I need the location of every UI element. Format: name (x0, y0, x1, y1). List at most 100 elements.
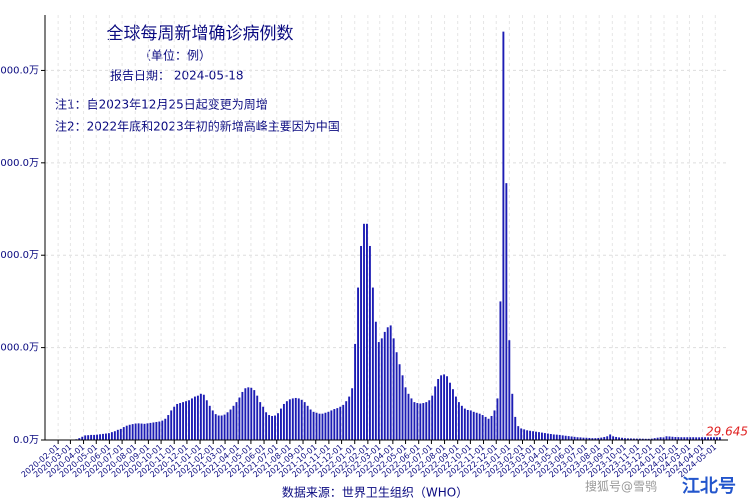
bar (449, 382, 451, 440)
bar (102, 433, 104, 440)
bar (125, 425, 128, 440)
bar (119, 428, 122, 440)
bar (262, 406, 265, 440)
bar (229, 409, 232, 440)
bar (650, 438, 653, 440)
bar (244, 388, 247, 440)
bar (191, 398, 193, 440)
bar (366, 223, 368, 440)
bar (84, 435, 87, 440)
bar (606, 436, 609, 440)
bar (549, 433, 552, 440)
bar (386, 327, 389, 440)
bar (167, 415, 170, 440)
watermark: 江北号 (682, 476, 736, 497)
bar (668, 436, 671, 440)
bar (182, 402, 185, 440)
bar (496, 398, 499, 440)
bar (318, 413, 321, 440)
bar (113, 431, 116, 440)
bar (93, 434, 96, 440)
bar (360, 245, 362, 440)
bar (422, 403, 425, 440)
bar (351, 388, 354, 440)
bar (155, 421, 158, 440)
bar (629, 438, 632, 440)
bar (600, 437, 603, 440)
bar (615, 436, 618, 440)
bar (205, 400, 208, 440)
bar (641, 438, 644, 440)
bar (434, 386, 437, 440)
bar (389, 325, 392, 440)
bar (460, 405, 463, 440)
subtitle: （单位：例） (139, 48, 211, 63)
bar (339, 406, 342, 440)
bar (704, 437, 707, 440)
bar (324, 412, 327, 440)
bar (336, 408, 339, 440)
bar (656, 437, 659, 440)
bar (196, 395, 199, 440)
bar (570, 436, 573, 440)
y-tick-label: 2000.0万 (0, 250, 39, 261)
bar (677, 437, 680, 440)
bar (692, 437, 695, 440)
bar (259, 402, 262, 440)
bar (707, 437, 709, 440)
bar (567, 436, 570, 440)
bar (321, 413, 324, 440)
bar (217, 415, 220, 440)
bar (268, 415, 271, 440)
bar (158, 421, 161, 440)
bar (398, 364, 401, 440)
bar (671, 436, 674, 440)
bar (199, 393, 202, 440)
bar (232, 405, 235, 440)
bar (469, 410, 472, 440)
bar (695, 437, 698, 440)
bar (277, 413, 279, 440)
bar (110, 432, 113, 440)
bar (223, 414, 226, 440)
bar (487, 418, 490, 440)
bar (274, 415, 276, 440)
bar (564, 435, 567, 440)
bar (478, 413, 481, 440)
bar (188, 400, 190, 440)
bar (271, 415, 274, 440)
bar (532, 431, 534, 440)
bar (511, 393, 514, 440)
bar (303, 402, 306, 440)
bar (137, 423, 140, 440)
bar (253, 390, 256, 440)
value-label: 29.645 (706, 425, 748, 439)
bar (635, 438, 638, 440)
bar (520, 428, 523, 440)
bar (241, 391, 244, 440)
bar (288, 399, 291, 440)
bar (395, 352, 398, 440)
bar (603, 437, 606, 440)
bar (463, 408, 466, 440)
bar (466, 409, 469, 440)
bar (96, 434, 99, 440)
bar (718, 437, 721, 440)
bar (294, 397, 297, 440)
bar (472, 411, 475, 440)
bar (715, 437, 718, 440)
bar (443, 374, 446, 440)
bar (552, 434, 555, 440)
bar (149, 422, 152, 440)
bar (78, 438, 81, 440)
bar (211, 410, 214, 440)
bar (686, 437, 689, 440)
bar (345, 401, 348, 440)
bar (710, 437, 712, 440)
bar (131, 424, 134, 440)
bar (140, 423, 143, 440)
bar (128, 424, 131, 440)
bar (357, 287, 360, 440)
bar (674, 437, 677, 440)
